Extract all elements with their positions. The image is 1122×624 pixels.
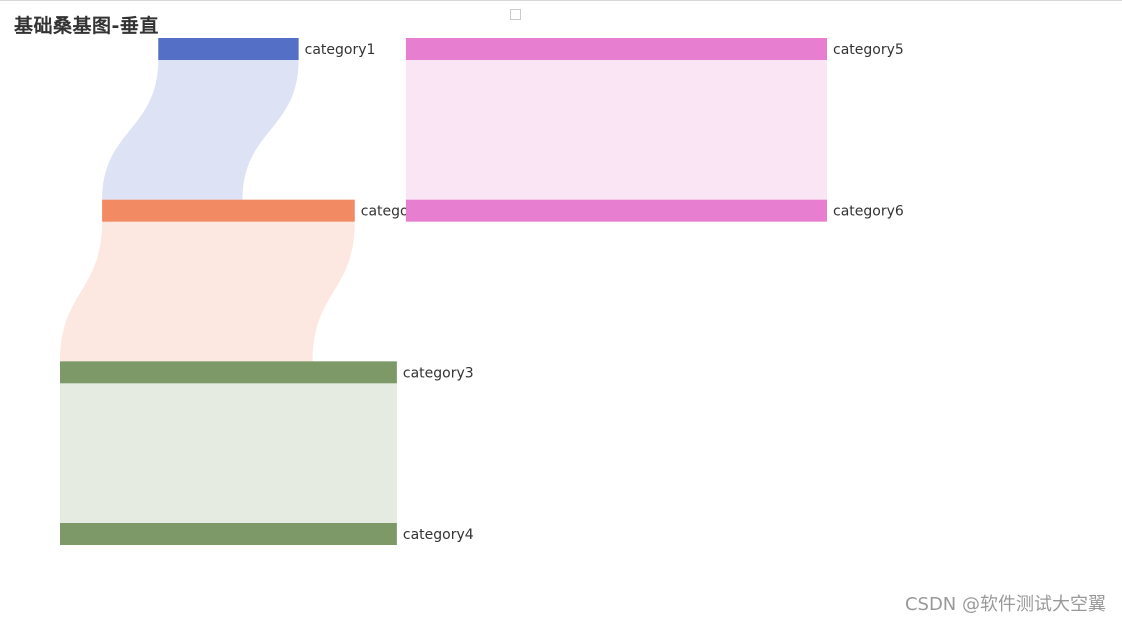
watermark: CSDN @软件测试大空翼 (904, 594, 1106, 615)
sankey-node-category5[interactable] (405, 38, 827, 60)
sankey-link-category5-category6[interactable] (405, 60, 827, 200)
sankey-node-category3[interactable] (60, 361, 397, 384)
legend-toggle[interactable] (510, 9, 521, 20)
sankey-node-label: category3 (403, 365, 474, 381)
sankey-node-category1[interactable] (158, 38, 299, 60)
sankey-node-label: category1 (305, 42, 376, 58)
sankey-link-category2-category3[interactable] (60, 221, 355, 362)
chart-title: 基础桑基图-垂直 (14, 15, 159, 37)
sankey-node-label: category6 (833, 204, 904, 220)
sankey-node-category6[interactable] (405, 199, 827, 222)
sankey-link-category3-category4[interactable] (60, 383, 397, 523)
sankey-node-label: category4 (403, 527, 474, 543)
top-divider (0, 0, 1122, 1)
sankey-node-category4[interactable] (60, 523, 397, 545)
sankey-node-category2[interactable] (102, 199, 355, 222)
sankey-node-label: category5 (833, 42, 904, 58)
sankey-link-category1-category2[interactable] (102, 60, 299, 200)
